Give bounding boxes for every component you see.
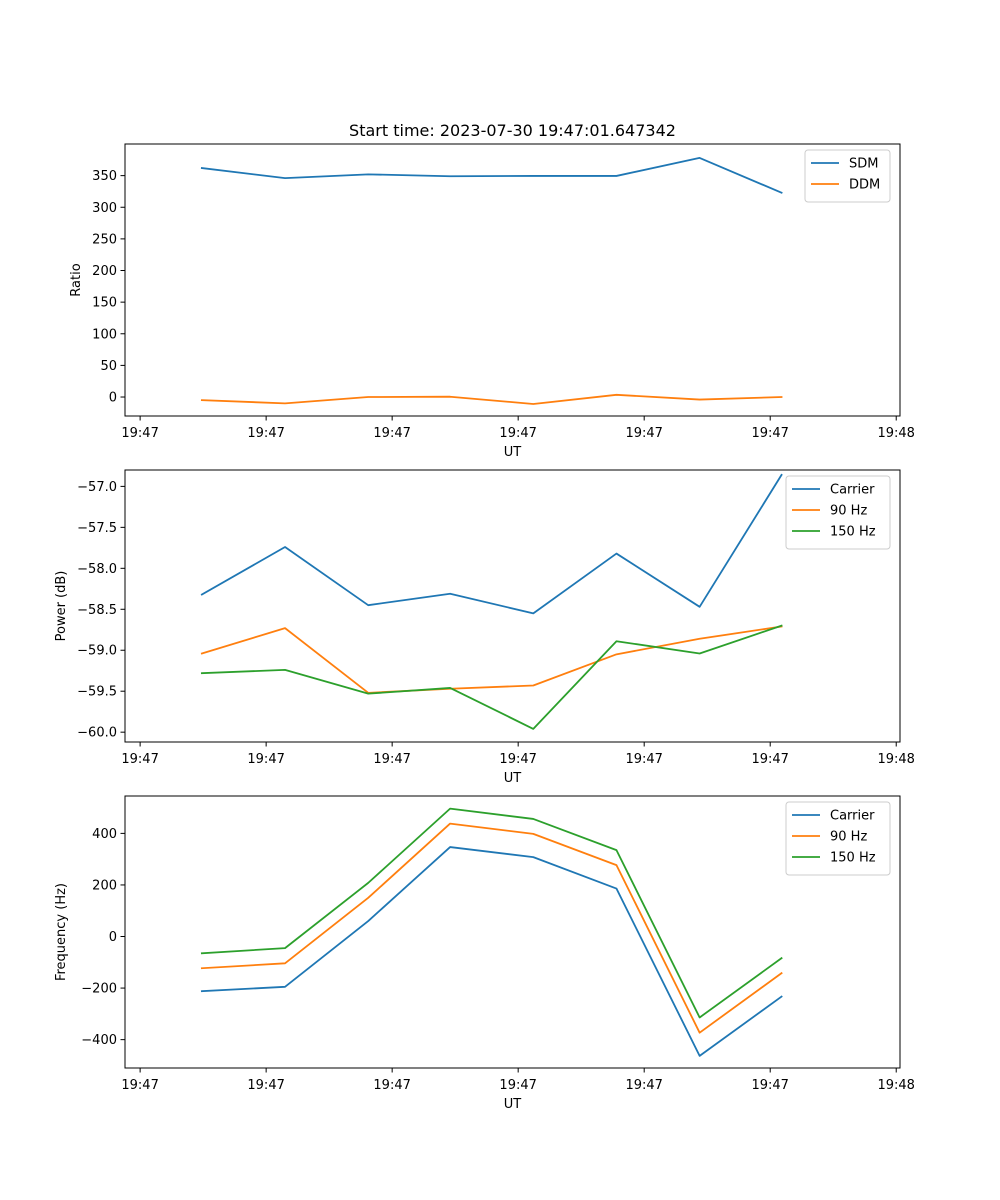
series-line-150-hz [200, 624, 783, 730]
series-line-ddm [200, 393, 783, 405]
y-tick-label: −57.0 [77, 480, 117, 495]
x-tick-label: 19:47 [373, 752, 410, 767]
x-tick-label: 19:47 [121, 426, 158, 441]
x-tick-label: 19:48 [877, 426, 914, 441]
x-tick-label: 19:47 [625, 426, 662, 441]
x-tick-label: 19:47 [499, 1078, 536, 1093]
x-tick-label: 19:47 [499, 752, 536, 767]
y-tick-label: 300 [92, 201, 117, 216]
y-tick-label: −57.5 [77, 521, 117, 536]
chart-title: Start time: 2023-07-30 19:47:01.647342 [349, 121, 676, 140]
legend-label: 90 Hz [830, 504, 867, 519]
x-tick-label: 19:47 [751, 426, 788, 441]
legend-label: DDM [849, 178, 880, 193]
legend-label: 150 Hz [830, 525, 876, 540]
y-axis-label: Ratio [69, 263, 84, 296]
y-tick-label: −400 [81, 1033, 117, 1048]
axes-frame [124, 469, 901, 743]
series-line-150-hz [200, 807, 783, 1019]
series-lines [200, 473, 783, 730]
x-tick-label: 19:47 [247, 1078, 284, 1093]
y-tick-label: 350 [92, 169, 117, 184]
frequency-panel: Frequency (Hz) UT 19:47 19:47 19:47 19:47 19… [54, 795, 915, 1112]
y-tick-label: 50 [100, 359, 117, 374]
x-tick-label: 19:48 [877, 752, 914, 767]
y-tick-label: 100 [92, 327, 117, 342]
legend-label: 90 Hz [830, 830, 867, 845]
x-tick-label: 19:47 [121, 1078, 158, 1093]
x-tick-label: 19:47 [247, 752, 284, 767]
x-axis-label: UT [504, 771, 522, 786]
y-tick-label: −59.5 [77, 685, 117, 700]
y-tick-label: −60.0 [77, 726, 117, 741]
y-tick-label: −59.0 [77, 644, 117, 659]
x-tick-label: 19:47 [751, 1078, 788, 1093]
series-line-sdm [200, 157, 783, 194]
series-lines [200, 157, 783, 405]
y-tick-label: 0 [109, 930, 117, 945]
y-tick-label: 200 [92, 878, 117, 893]
legend: SDM DDM [804, 149, 891, 203]
y-tick-label: −200 [81, 982, 117, 997]
legend: Carrier 90 Hz 150 Hz [785, 801, 891, 876]
series-lines [200, 807, 783, 1057]
x-tick-label: 19:47 [751, 752, 788, 767]
legend: Carrier 90 Hz 150 Hz [785, 475, 891, 550]
series-line-carrier [200, 473, 783, 615]
axes-frame [124, 795, 901, 1069]
x-tick-label: 19:47 [373, 426, 410, 441]
x-axis-label: UT [504, 1097, 522, 1112]
y-tick-label: 250 [92, 232, 117, 247]
series-line-90-hz [200, 822, 783, 1034]
y-tick-label: 150 [92, 296, 117, 311]
ratio-panel: Start time: 2023-07-30 19:47:01.647342 R… [69, 121, 915, 460]
y-axis-label: Frequency (Hz) [54, 883, 69, 981]
y-tick-label: −58.0 [77, 562, 117, 577]
y-tick-label: 200 [92, 264, 117, 279]
y-tick-label: 400 [92, 827, 117, 842]
x-axis-label: UT [504, 445, 522, 460]
legend-label: Carrier [830, 809, 875, 824]
y-axis-label: Power (dB) [54, 571, 69, 642]
x-tick-label: 19:47 [373, 1078, 410, 1093]
x-tick-label: 19:47 [499, 426, 536, 441]
series-line-carrier [200, 846, 783, 1057]
legend-label: Carrier [830, 483, 875, 498]
x-tick-label: 19:47 [625, 752, 662, 767]
x-tick-label: 19:48 [877, 1078, 914, 1093]
axes-frame [124, 143, 901, 417]
x-tick-label: 19:47 [625, 1078, 662, 1093]
y-tick-label: −58.5 [77, 603, 117, 618]
y-tick-label: 0 [109, 391, 117, 406]
x-tick-label: 19:47 [247, 426, 284, 441]
power-panel: Power (dB) UT 19:47 19:47 19:47 19:47 19:47 1… [54, 469, 915, 786]
legend-label: 150 Hz [830, 851, 876, 866]
legend-label: SDM [849, 157, 878, 172]
series-line-90-hz [200, 625, 783, 694]
x-tick-label: 19:47 [121, 752, 158, 767]
